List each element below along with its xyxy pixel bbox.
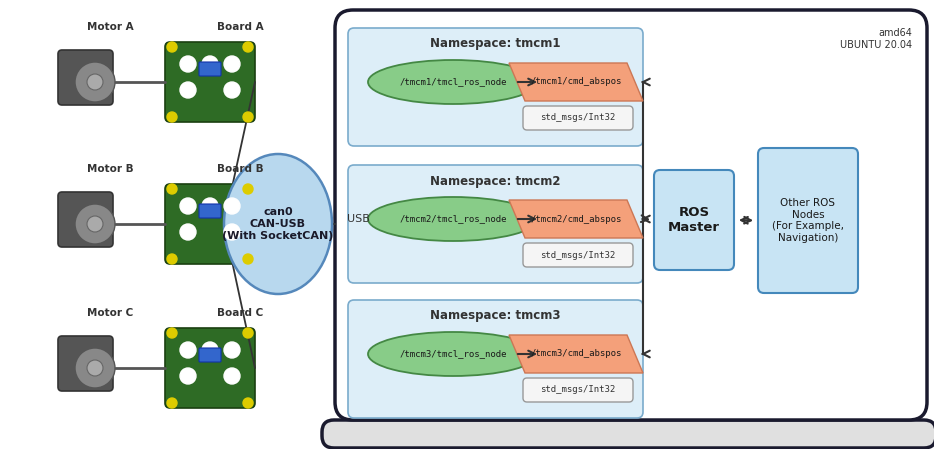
Circle shape bbox=[180, 82, 196, 98]
Circle shape bbox=[167, 328, 177, 338]
Ellipse shape bbox=[368, 332, 538, 376]
Circle shape bbox=[243, 42, 253, 52]
Circle shape bbox=[202, 342, 218, 358]
FancyBboxPatch shape bbox=[348, 28, 643, 146]
Polygon shape bbox=[509, 335, 643, 373]
Circle shape bbox=[243, 254, 253, 264]
Circle shape bbox=[180, 198, 196, 214]
Text: Namespace: tmcm3: Namespace: tmcm3 bbox=[431, 309, 560, 322]
Circle shape bbox=[243, 112, 253, 122]
Text: /tmcm2/cmd_abspos: /tmcm2/cmd_abspos bbox=[531, 215, 622, 224]
Circle shape bbox=[180, 224, 196, 240]
FancyBboxPatch shape bbox=[199, 62, 221, 76]
Circle shape bbox=[75, 348, 115, 388]
Circle shape bbox=[243, 184, 253, 194]
Circle shape bbox=[224, 342, 240, 358]
Circle shape bbox=[75, 62, 115, 102]
Circle shape bbox=[167, 112, 177, 122]
Text: Namespace: tmcm1: Namespace: tmcm1 bbox=[431, 38, 560, 50]
Text: Motor C: Motor C bbox=[87, 308, 134, 318]
FancyBboxPatch shape bbox=[165, 42, 255, 122]
Circle shape bbox=[180, 342, 196, 358]
Circle shape bbox=[224, 56, 240, 72]
FancyBboxPatch shape bbox=[523, 243, 633, 267]
Circle shape bbox=[87, 74, 103, 90]
Circle shape bbox=[167, 254, 177, 264]
Text: std_msgs/Int32: std_msgs/Int32 bbox=[541, 114, 616, 123]
Circle shape bbox=[75, 204, 115, 244]
Circle shape bbox=[243, 328, 253, 338]
FancyBboxPatch shape bbox=[199, 348, 221, 362]
FancyBboxPatch shape bbox=[348, 300, 643, 418]
Circle shape bbox=[167, 42, 177, 52]
Circle shape bbox=[224, 368, 240, 384]
Text: amd64
UBUNTU 20.04: amd64 UBUNTU 20.04 bbox=[840, 28, 912, 49]
Polygon shape bbox=[509, 200, 643, 238]
Circle shape bbox=[243, 398, 253, 408]
Text: /tmcm2/tmcl_ros_node: /tmcm2/tmcl_ros_node bbox=[399, 215, 507, 224]
FancyBboxPatch shape bbox=[335, 10, 927, 420]
Ellipse shape bbox=[368, 197, 538, 241]
Circle shape bbox=[202, 198, 218, 214]
Circle shape bbox=[167, 184, 177, 194]
Text: USB: USB bbox=[347, 214, 370, 224]
FancyBboxPatch shape bbox=[523, 378, 633, 402]
Text: /tmcm3/tmcl_ros_node: /tmcm3/tmcl_ros_node bbox=[399, 349, 507, 358]
FancyBboxPatch shape bbox=[58, 50, 113, 105]
Text: /tmcm1/tmcl_ros_node: /tmcm1/tmcl_ros_node bbox=[399, 78, 507, 87]
FancyBboxPatch shape bbox=[58, 336, 113, 391]
Text: Motor A: Motor A bbox=[87, 22, 134, 32]
Text: std_msgs/Int32: std_msgs/Int32 bbox=[541, 251, 616, 260]
Text: /tmcm3/cmd_abspos: /tmcm3/cmd_abspos bbox=[531, 349, 622, 358]
Text: std_msgs/Int32: std_msgs/Int32 bbox=[541, 386, 616, 395]
Circle shape bbox=[180, 56, 196, 72]
FancyBboxPatch shape bbox=[165, 184, 255, 264]
FancyBboxPatch shape bbox=[199, 204, 221, 218]
Circle shape bbox=[224, 82, 240, 98]
Text: Board A: Board A bbox=[217, 22, 263, 32]
Circle shape bbox=[87, 216, 103, 232]
Ellipse shape bbox=[224, 154, 332, 294]
Text: Other ROS
Nodes
(For Example,
Navigation): Other ROS Nodes (For Example, Navigation… bbox=[772, 198, 844, 243]
FancyBboxPatch shape bbox=[348, 165, 643, 283]
Circle shape bbox=[224, 224, 240, 240]
Text: Namespace: tmcm2: Namespace: tmcm2 bbox=[431, 175, 560, 188]
FancyBboxPatch shape bbox=[165, 328, 255, 408]
FancyBboxPatch shape bbox=[523, 106, 633, 130]
FancyBboxPatch shape bbox=[654, 170, 734, 270]
Text: Motor B: Motor B bbox=[87, 164, 134, 174]
Text: Board B: Board B bbox=[217, 164, 263, 174]
FancyBboxPatch shape bbox=[758, 148, 858, 293]
Circle shape bbox=[87, 360, 103, 376]
Ellipse shape bbox=[368, 60, 538, 104]
Circle shape bbox=[180, 368, 196, 384]
FancyBboxPatch shape bbox=[58, 192, 113, 247]
Circle shape bbox=[202, 56, 218, 72]
Text: Board C: Board C bbox=[217, 308, 263, 318]
Text: can0
CAN-USB
(With SocketCAN): can0 CAN-USB (With SocketCAN) bbox=[222, 207, 333, 241]
FancyBboxPatch shape bbox=[322, 420, 934, 448]
Circle shape bbox=[224, 198, 240, 214]
Polygon shape bbox=[509, 63, 643, 101]
Text: /tmcm1/cmd_abspos: /tmcm1/cmd_abspos bbox=[531, 78, 622, 87]
Circle shape bbox=[167, 398, 177, 408]
Text: ROS
Master: ROS Master bbox=[668, 206, 720, 234]
